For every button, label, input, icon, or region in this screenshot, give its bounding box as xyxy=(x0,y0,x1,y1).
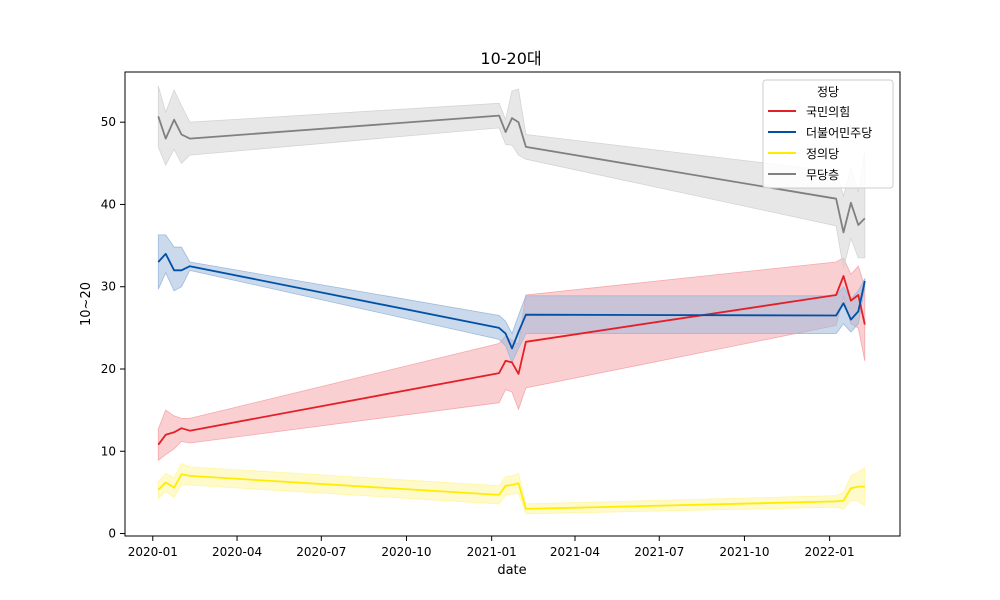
series-band-4 xyxy=(157,85,866,269)
x-tick-label: 2020-10 xyxy=(381,545,431,559)
y-axis: 0 10 20 30 40 50 xyxy=(101,115,125,541)
y-tick-label: 20 xyxy=(101,362,116,376)
series-lines xyxy=(157,114,866,510)
x-tick-label: 2021-04 xyxy=(550,545,600,559)
chart-title: 10-20대 xyxy=(480,49,541,68)
y-tick-label: 0 xyxy=(108,527,116,541)
x-tick-label: 2021-01 xyxy=(467,545,517,559)
y-tick-label: 40 xyxy=(101,197,116,211)
legend-title: 정당 xyxy=(817,85,839,99)
x-tick-label: 2020-07 xyxy=(296,545,346,559)
x-axis: 2020-01 2020-04 2020-07 2020-10 2021-01 2021-… xyxy=(128,536,855,559)
y-tick-label: 50 xyxy=(101,115,116,129)
x-tick-label: 2021-07 xyxy=(634,545,684,559)
series-band-3 xyxy=(157,463,866,515)
legend-label-2: 더불어민주당 xyxy=(806,126,872,140)
plot-area-frame xyxy=(124,71,901,537)
series-line-1 xyxy=(157,275,866,446)
x-tick-label: 2020-01 xyxy=(128,545,178,559)
confidence-bands xyxy=(157,85,866,515)
series-line-4 xyxy=(157,114,866,234)
y-tick-label: 10 xyxy=(101,444,116,458)
x-axis-label: date xyxy=(497,563,526,578)
x-tick-label: 2022-01 xyxy=(805,545,855,559)
y-axis-label: 10~20 xyxy=(79,282,94,326)
x-tick-label: 2020-04 xyxy=(212,545,262,559)
legend-label-4: 무당층 xyxy=(806,168,839,182)
x-tick-label: 2021-10 xyxy=(719,545,769,559)
series-line-2 xyxy=(157,252,866,350)
series-line-3 xyxy=(157,473,865,510)
y-tick-label: 30 xyxy=(101,280,116,294)
legend-box xyxy=(762,79,894,189)
legend-label-3: 정의당 xyxy=(806,147,839,161)
series-band-2 xyxy=(157,234,866,364)
legend-label-1: 국민의힘 xyxy=(806,105,850,119)
